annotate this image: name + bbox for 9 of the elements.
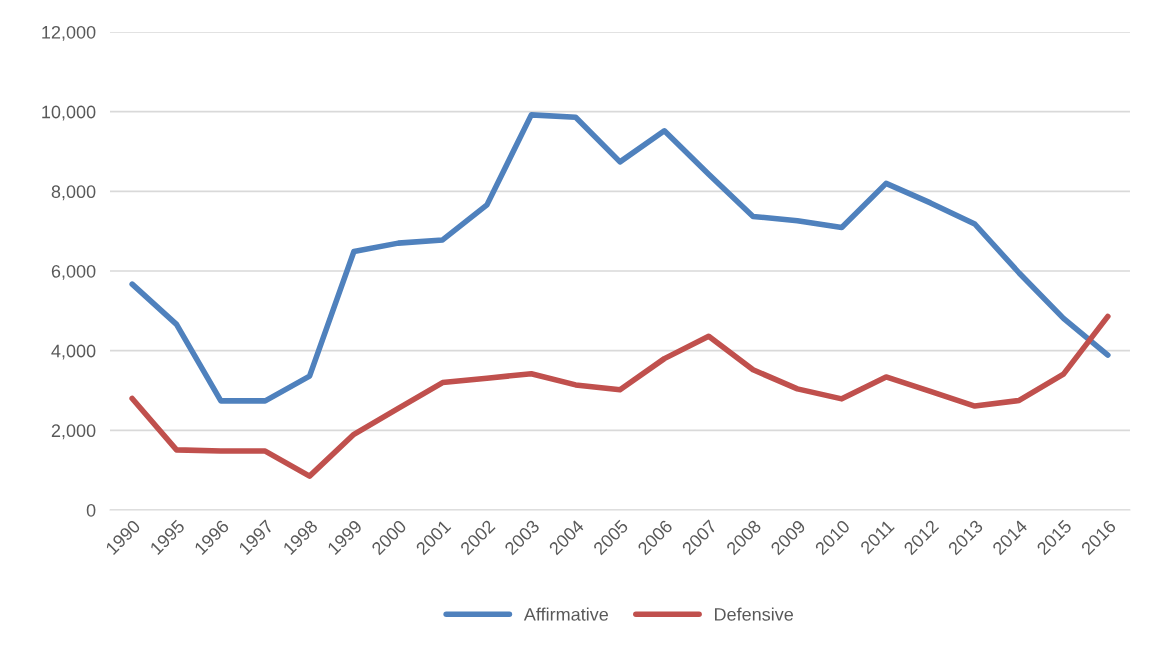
- y-tick-label: 4,000: [51, 344, 96, 360]
- y-tick-label: 0: [86, 503, 96, 517]
- y-tick-label: 8,000: [51, 185, 96, 201]
- legend-label: Defensive: [715, 607, 793, 621]
- legend-label: Affirmative: [523, 607, 608, 621]
- y-tick-label: 10,000: [42, 105, 96, 121]
- y-tick-label: 12,000: [42, 25, 96, 41]
- y-tick-label: 2,000: [51, 424, 96, 440]
- y-tick-label: 6,000: [51, 264, 96, 280]
